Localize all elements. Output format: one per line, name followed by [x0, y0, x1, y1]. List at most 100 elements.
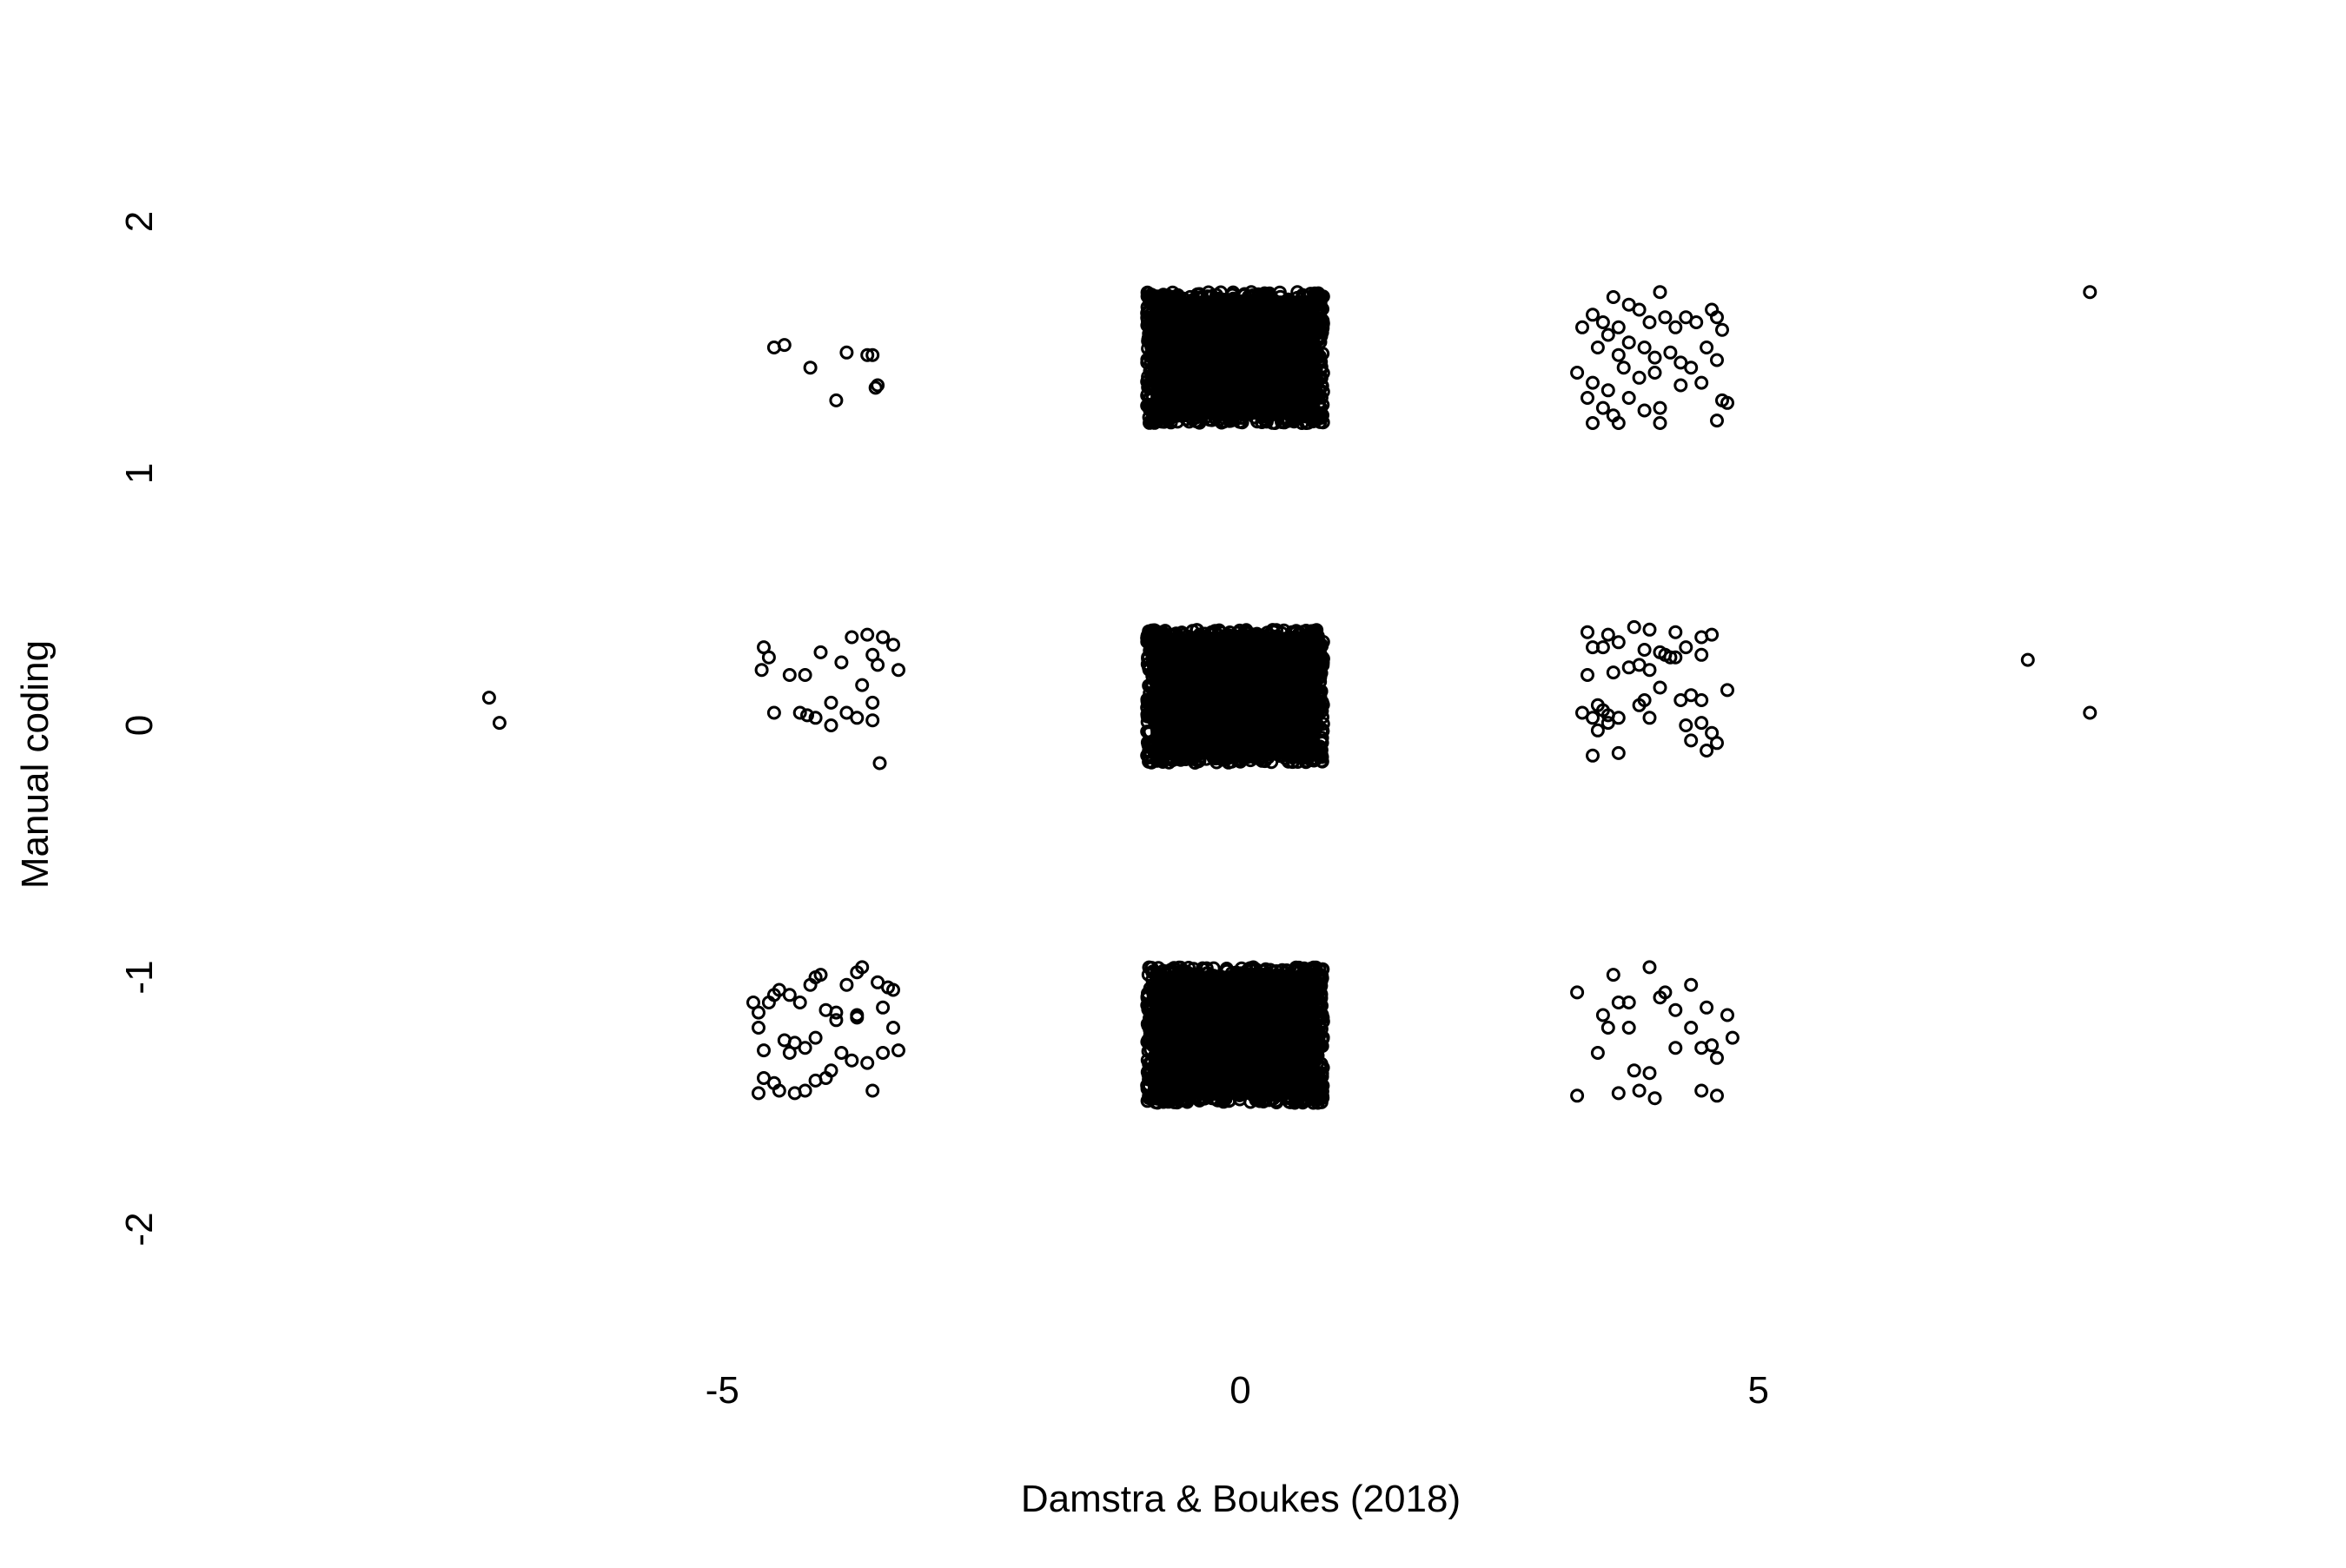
data-point: [1611, 320, 1626, 334]
x-tick-label: 0: [1229, 1369, 1250, 1412]
cluster-point: [1143, 630, 1158, 645]
data-point: [1637, 643, 1652, 657]
cluster-point: [1290, 290, 1305, 305]
data-point: [839, 977, 854, 992]
cluster-point: [1257, 286, 1272, 301]
cluster-point: [1214, 751, 1229, 766]
data-point: [1663, 345, 1678, 360]
data-point: [824, 718, 838, 732]
data-point: [1647, 1091, 1662, 1106]
data-point: [1642, 622, 1657, 637]
data-point: [787, 1086, 802, 1101]
data-point: [792, 705, 807, 720]
cluster-point: [1213, 625, 1228, 639]
cluster-point: [1245, 963, 1260, 977]
data-point: [1679, 640, 1693, 655]
dense-cluster-0: [1150, 295, 1320, 420]
data-point: [792, 996, 807, 1009]
data-point: [834, 655, 849, 670]
cluster-point: [1250, 414, 1264, 429]
cluster-point: [1294, 1086, 1309, 1101]
data-point: [1606, 290, 1620, 304]
cluster-point: [1172, 294, 1187, 309]
cluster-point: [1313, 1002, 1328, 1016]
data-point: [845, 1053, 859, 1068]
data-point: [1590, 723, 1605, 738]
cluster-point: [1315, 1066, 1329, 1081]
data-point: [1694, 693, 1709, 707]
cluster-point: [1277, 632, 1292, 646]
cluster-point: [1315, 313, 1329, 327]
data-point: [1684, 733, 1699, 748]
data-point: [1668, 625, 1683, 639]
data-point: [1658, 310, 1673, 325]
dense-cluster-2: [1150, 970, 1320, 1100]
y-tick-label: -1: [118, 960, 161, 994]
data-point: [1621, 1021, 1636, 1035]
cluster-point: [1223, 294, 1237, 308]
data-point: [1600, 716, 1615, 731]
cluster-point: [1289, 748, 1304, 763]
x-axis-ticks: -5 0 5: [706, 1369, 1769, 1412]
cluster-point: [1246, 1088, 1261, 1103]
data-point: [752, 1086, 765, 1101]
cluster-point: [1142, 678, 1156, 693]
cluster-point: [1313, 349, 1327, 364]
data-point: [886, 638, 900, 652]
cluster-point: [1295, 1095, 1309, 1109]
data-point: [1611, 745, 1626, 760]
data-point: [865, 1083, 880, 1098]
cluster-point: [1313, 674, 1328, 689]
data-point: [1653, 285, 1667, 300]
cluster-point: [1249, 751, 1263, 765]
data-point: [492, 716, 507, 731]
data-point: [1581, 391, 1594, 405]
data-point: [1684, 977, 1699, 992]
data-point: [876, 630, 891, 645]
data-point: [1586, 308, 1600, 322]
data-point: [1570, 366, 1585, 380]
cluster-point: [1305, 408, 1319, 423]
data-point: [757, 1043, 771, 1058]
dense-cluster-1: [1150, 632, 1320, 760]
cluster-point: [1149, 364, 1163, 379]
data-point: [1715, 322, 1729, 337]
cluster-point: [1140, 289, 1155, 304]
data-point: [1600, 1021, 1615, 1035]
data-point: [860, 1055, 875, 1070]
data-point: [865, 695, 880, 710]
data-point: [1621, 335, 1636, 350]
data-point: [777, 338, 792, 353]
cluster-point: [1140, 355, 1155, 370]
cluster-point: [1150, 1042, 1164, 1055]
data-point: [1653, 400, 1667, 415]
cluster-point: [1229, 965, 1243, 980]
cluster-point: [1279, 1090, 1294, 1105]
data-point: [1627, 1063, 1641, 1078]
cluster-point: [1142, 960, 1156, 975]
x-tick-label: 5: [1748, 1369, 1769, 1412]
data-point: [1632, 698, 1647, 712]
data-point: [1653, 680, 1667, 695]
cluster-point: [1312, 384, 1327, 399]
data-point: [1581, 668, 1594, 682]
data-point: [855, 960, 870, 975]
data-point: [865, 713, 880, 728]
data-point: [808, 711, 823, 725]
data-point: [1586, 416, 1600, 430]
data-point: [1700, 1000, 1714, 1015]
data-point: [1689, 315, 1704, 329]
cluster-point: [1146, 398, 1161, 413]
cluster-point: [1150, 315, 1164, 330]
cluster-point: [1151, 961, 1166, 976]
data-point: [1611, 635, 1626, 650]
data-point: [824, 695, 838, 710]
y-tick-label: 1: [118, 463, 161, 484]
y-axis-ticks: -2 -1 0 1 2: [118, 211, 161, 1247]
data-point: [1642, 711, 1657, 725]
cluster-point: [1149, 666, 1163, 681]
cluster-point: [1170, 414, 1185, 429]
cluster-point: [1150, 1091, 1165, 1106]
data-point: [813, 968, 828, 982]
points-layer: [481, 285, 2097, 1110]
